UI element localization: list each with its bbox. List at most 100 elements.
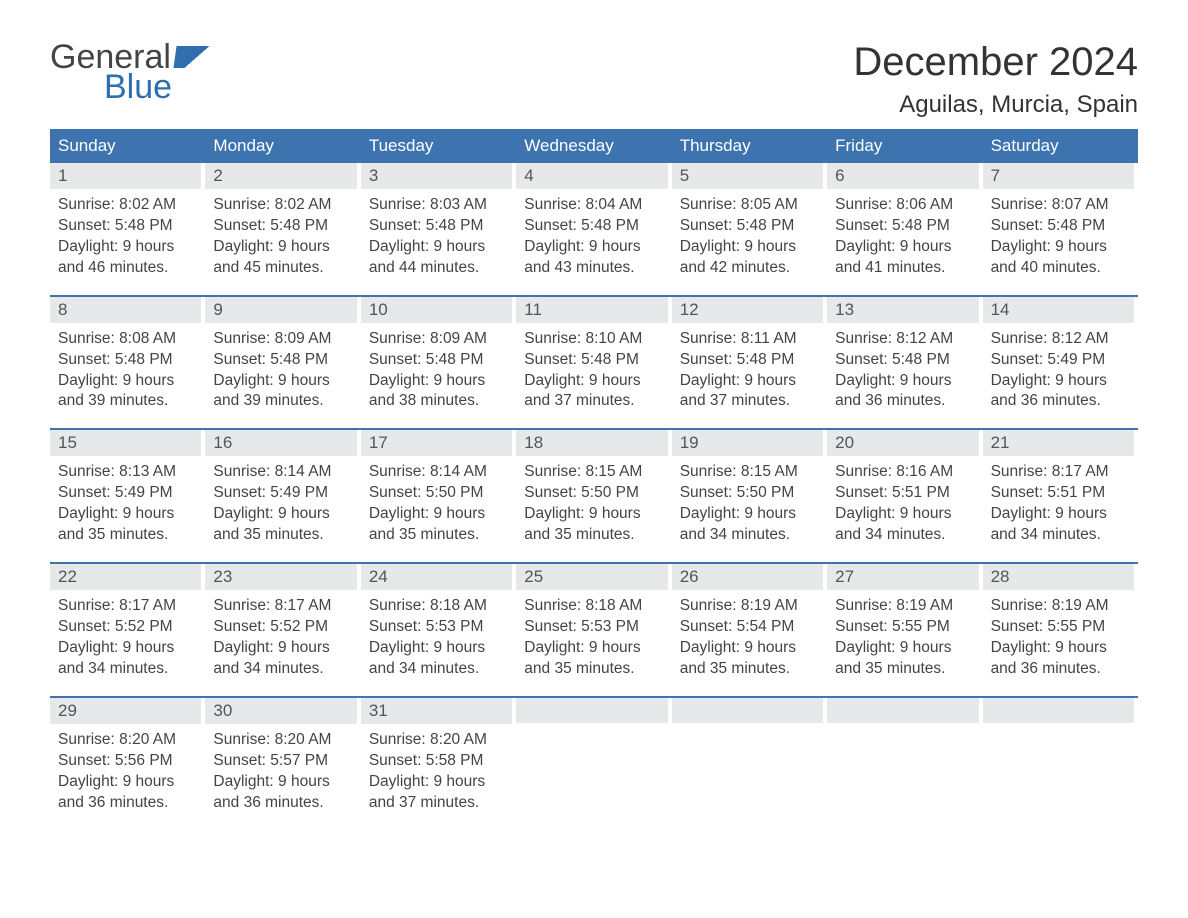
- day-number: 20: [827, 430, 978, 456]
- day-d2: and 37 minutes.: [369, 793, 504, 814]
- day-d2: and 35 minutes.: [524, 659, 659, 680]
- month-title: December 2024: [853, 40, 1138, 85]
- day-number: [983, 698, 1134, 723]
- day-d1: Daylight: 9 hours: [369, 638, 504, 659]
- calendar-cell: [516, 698, 671, 814]
- day-data: Sunrise: 8:12 AMSunset: 5:48 PMDaylight:…: [827, 323, 978, 413]
- day-d2: and 35 minutes.: [524, 525, 659, 546]
- day-d2: and 35 minutes.: [369, 525, 504, 546]
- calendar-cell: 15Sunrise: 8:13 AMSunset: 5:49 PMDayligh…: [50, 430, 205, 546]
- brand-sail-icon: [173, 46, 220, 68]
- day-number: 6: [827, 163, 978, 189]
- day-sunrise: Sunrise: 8:17 AM: [213, 596, 348, 617]
- day-data: Sunrise: 8:02 AMSunset: 5:48 PMDaylight:…: [205, 189, 356, 279]
- day-sunset: Sunset: 5:50 PM: [680, 483, 815, 504]
- calendar-cell: 22Sunrise: 8:17 AMSunset: 5:52 PMDayligh…: [50, 564, 205, 680]
- calendar-cell: 21Sunrise: 8:17 AMSunset: 5:51 PMDayligh…: [983, 430, 1138, 546]
- day-sunset: Sunset: 5:48 PM: [835, 350, 970, 371]
- day-d2: and 37 minutes.: [524, 391, 659, 412]
- day-data: Sunrise: 8:20 AMSunset: 5:57 PMDaylight:…: [205, 724, 356, 814]
- day-sunset: Sunset: 5:53 PM: [524, 617, 659, 638]
- day-number: [827, 698, 978, 723]
- day-d1: Daylight: 9 hours: [991, 638, 1126, 659]
- day-sunset: Sunset: 5:49 PM: [58, 483, 193, 504]
- day-d2: and 39 minutes.: [58, 391, 193, 412]
- day-d2: and 35 minutes.: [680, 659, 815, 680]
- day-d1: Daylight: 9 hours: [524, 371, 659, 392]
- day-number: [516, 698, 667, 723]
- day-data: Sunrise: 8:16 AMSunset: 5:51 PMDaylight:…: [827, 456, 978, 546]
- day-d1: Daylight: 9 hours: [213, 237, 348, 258]
- calendar-cell: 6Sunrise: 8:06 AMSunset: 5:48 PMDaylight…: [827, 163, 982, 279]
- day-data: Sunrise: 8:03 AMSunset: 5:48 PMDaylight:…: [361, 189, 512, 279]
- calendar-cell: 12Sunrise: 8:11 AMSunset: 5:48 PMDayligh…: [672, 297, 827, 413]
- day-number: 28: [983, 564, 1134, 590]
- day-d1: Daylight: 9 hours: [524, 638, 659, 659]
- day-header: Wednesday: [516, 129, 671, 163]
- day-d1: Daylight: 9 hours: [369, 772, 504, 793]
- day-sunset: Sunset: 5:56 PM: [58, 751, 193, 772]
- calendar-cell: 23 Sunrise: 8:17 AMSunset: 5:52 PMDayligh…: [205, 564, 360, 680]
- day-sunset: Sunset: 5:52 PM: [58, 617, 193, 638]
- day-d1: Daylight: 9 hours: [58, 371, 193, 392]
- day-sunrise: Sunrise: 8:11 AM: [680, 329, 815, 350]
- day-number: 16: [205, 430, 356, 456]
- day-sunrise: Sunrise: 8:13 AM: [58, 462, 193, 483]
- day-number: 29: [50, 698, 201, 724]
- day-data: Sunrise: 8:02 AMSunset: 5:48 PMDaylight:…: [50, 189, 201, 279]
- calendar-cell: 28Sunrise: 8:19 AMSunset: 5:55 PMDayligh…: [983, 564, 1138, 680]
- day-d2: and 36 minutes.: [835, 391, 970, 412]
- day-d1: Daylight: 9 hours: [369, 371, 504, 392]
- day-sunrise: Sunrise: 8:16 AM: [835, 462, 970, 483]
- day-data: Sunrise: 8:20 AMSunset: 5:58 PMDaylight:…: [361, 724, 512, 814]
- day-d2: and 44 minutes.: [369, 258, 504, 279]
- day-sunrise: Sunrise: 8:07 AM: [991, 195, 1126, 216]
- day-header: Thursday: [672, 129, 827, 163]
- day-d2: and 41 minutes.: [835, 258, 970, 279]
- day-d1: Daylight: 9 hours: [835, 371, 970, 392]
- day-number: 10: [361, 297, 512, 323]
- day-sunrise: Sunrise: 8:08 AM: [58, 329, 193, 350]
- day-sunrise: Sunrise: 8:20 AM: [369, 730, 504, 751]
- day-d2: and 36 minutes.: [991, 391, 1126, 412]
- calendar-cell: 10Sunrise: 8:09 AMSunset: 5:48 PMDayligh…: [361, 297, 516, 413]
- day-sunset: Sunset: 5:48 PM: [524, 350, 659, 371]
- day-sunset: Sunset: 5:50 PM: [369, 483, 504, 504]
- day-sunset: Sunset: 5:54 PM: [680, 617, 815, 638]
- day-data: Sunrise: 8:19 AMSunset: 5:54 PMDaylight:…: [672, 590, 823, 680]
- day-sunset: Sunset: 5:48 PM: [213, 350, 348, 371]
- day-d1: Daylight: 9 hours: [835, 237, 970, 258]
- day-d2: and 37 minutes.: [680, 391, 815, 412]
- day-d2: and 34 minutes.: [213, 659, 348, 680]
- day-d2: and 43 minutes.: [524, 258, 659, 279]
- day-data: Sunrise: 8:17 AMSunset: 5:51 PMDaylight:…: [983, 456, 1134, 546]
- day-d1: Daylight: 9 hours: [213, 638, 348, 659]
- calendar-cell: 27Sunrise: 8:19 AMSunset: 5:55 PMDayligh…: [827, 564, 982, 680]
- day-number: 7: [983, 163, 1134, 189]
- day-d1: Daylight: 9 hours: [680, 371, 815, 392]
- brand-word-2: Blue: [50, 70, 219, 104]
- day-data: Sunrise: 8:09 AMSunset: 5:48 PMDaylight:…: [361, 323, 512, 413]
- day-sunset: Sunset: 5:52 PM: [213, 617, 348, 638]
- day-sunrise: Sunrise: 8:19 AM: [680, 596, 815, 617]
- day-d1: Daylight: 9 hours: [680, 237, 815, 258]
- day-number: 27: [827, 564, 978, 590]
- day-sunrise: Sunrise: 8:20 AM: [213, 730, 348, 751]
- day-sunset: Sunset: 5:57 PM: [213, 751, 348, 772]
- day-sunrise: Sunrise: 8:18 AM: [369, 596, 504, 617]
- day-sunset: Sunset: 5:58 PM: [369, 751, 504, 772]
- calendar-cell: [672, 698, 827, 814]
- day-sunrise: Sunrise: 8:02 AM: [213, 195, 348, 216]
- day-sunset: Sunset: 5:53 PM: [369, 617, 504, 638]
- day-sunrise: Sunrise: 8:09 AM: [213, 329, 348, 350]
- day-sunrise: Sunrise: 8:02 AM: [58, 195, 193, 216]
- day-sunset: Sunset: 5:48 PM: [680, 216, 815, 237]
- day-sunrise: Sunrise: 8:12 AM: [991, 329, 1126, 350]
- calendar-cell: [983, 698, 1138, 814]
- day-d1: Daylight: 9 hours: [213, 772, 348, 793]
- day-number: 8: [50, 297, 201, 323]
- day-number: 23: [205, 564, 356, 590]
- calendar-cell: 2Sunrise: 8:02 AMSunset: 5:48 PMDaylight…: [205, 163, 360, 279]
- day-d1: Daylight: 9 hours: [835, 504, 970, 525]
- day-sunrise: Sunrise: 8:09 AM: [369, 329, 504, 350]
